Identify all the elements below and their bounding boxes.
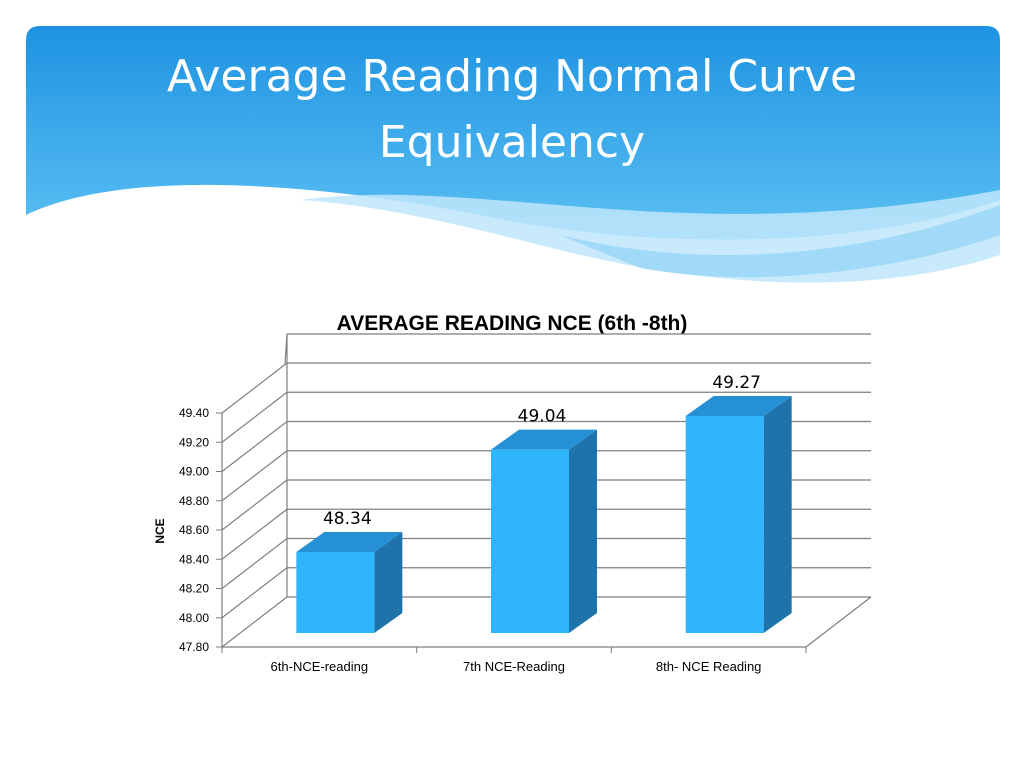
gridline-diagonal xyxy=(221,479,288,531)
gridline-diagonal xyxy=(221,538,288,589)
gridline-diagonal xyxy=(221,508,288,560)
y-tick-label: 49.20 xyxy=(179,435,209,449)
bar xyxy=(296,532,403,633)
data-label: 49.04 xyxy=(518,407,567,427)
y-axis-title: NCE xyxy=(153,518,167,543)
data-label: 48.34 xyxy=(323,509,372,529)
bar-side xyxy=(569,429,597,633)
y-tick-label: 49.00 xyxy=(179,465,209,479)
y-tick-label: 49.40 xyxy=(179,406,209,420)
gridline-diagonal xyxy=(221,362,288,414)
bar-side xyxy=(374,532,403,633)
x-category-label: 7th NCE-Reading xyxy=(463,659,565,674)
floor-edge xyxy=(805,596,872,648)
labels-layer: 47.80 48.00 48.20 48.40 48.60 48.80 49.00 49.20… xyxy=(179,373,761,674)
header-wave-mid xyxy=(560,205,1000,278)
bar-front xyxy=(296,552,375,633)
gridline-diagonal xyxy=(221,450,288,502)
header-banner xyxy=(26,26,1000,283)
y-tick-label: 48.80 xyxy=(179,494,209,508)
bar xyxy=(491,429,597,633)
gridline-diagonal xyxy=(221,421,288,472)
y-tick-label: 47.80 xyxy=(179,640,209,654)
data-label: 49.27 xyxy=(712,373,761,393)
gridline-diagonal xyxy=(221,567,288,619)
x-category-label: 8th- NCE Reading xyxy=(656,659,762,674)
slide-title: Average Reading Normal Curve Equivalency xyxy=(166,51,858,168)
chart-title: AVERAGE READING NCE (6th -8th) xyxy=(336,312,688,335)
bars-layer xyxy=(296,396,792,633)
x-category-label: 6th-NCE-reading xyxy=(271,659,369,674)
bar-front xyxy=(491,449,569,633)
bar-top xyxy=(685,396,792,417)
bar-side xyxy=(763,396,792,633)
header-background xyxy=(26,26,1000,240)
y-tick-label: 48.40 xyxy=(179,552,209,566)
gridline-diagonal xyxy=(221,391,288,443)
bar-front xyxy=(685,416,764,633)
bar-top xyxy=(491,429,597,450)
y-tick-label: 48.00 xyxy=(179,611,209,625)
axis-layer xyxy=(216,412,872,653)
y-tick-label: 48.60 xyxy=(179,523,209,537)
gridline-diagonal xyxy=(221,596,288,648)
bar-top xyxy=(296,532,403,553)
bar xyxy=(685,396,792,633)
y-tick-label: 48.20 xyxy=(179,582,209,596)
